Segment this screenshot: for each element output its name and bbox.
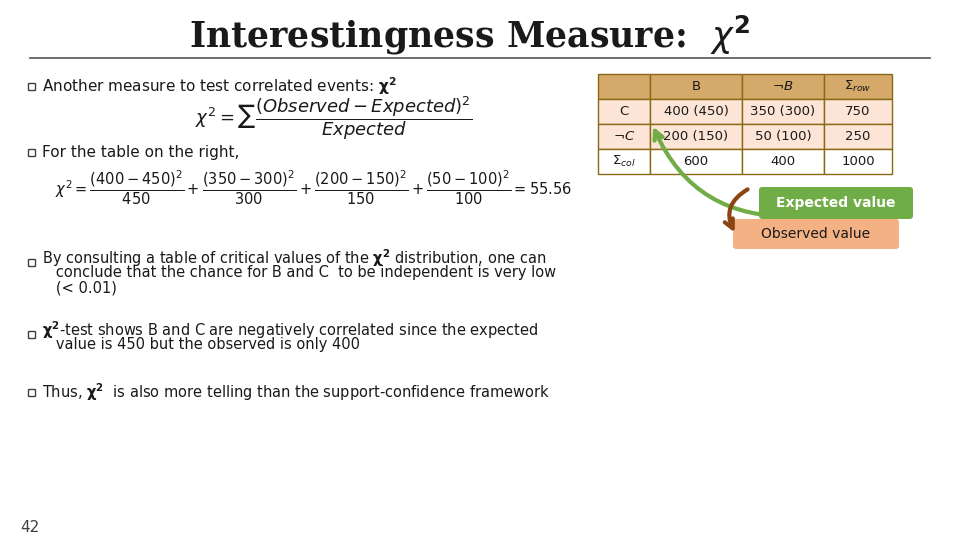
Bar — [742, 74, 824, 99]
Text: 50 (100): 50 (100) — [755, 130, 811, 143]
Bar — [650, 99, 742, 124]
Text: $\chi^2 = \dfrac{(400-450)^2}{450} + \dfrac{(350-300)^2}{300} + \dfrac{(200-150): $\chi^2 = \dfrac{(400-450)^2}{450} + \df… — [55, 169, 572, 207]
Bar — [28, 259, 35, 266]
Bar — [824, 124, 892, 149]
Bar — [598, 149, 650, 174]
Bar — [28, 330, 35, 338]
Text: Another measure to test correlated events: $\mathbf{\chi^2}$: Another measure to test correlated event… — [42, 75, 396, 97]
Text: Interestingness Measure:  $\chi^{\mathbf{2}}$: Interestingness Measure: $\chi^{\mathbf{… — [189, 14, 751, 57]
Text: B: B — [691, 80, 701, 93]
FancyBboxPatch shape — [733, 219, 899, 249]
Text: $\Sigma_{row}$: $\Sigma_{row}$ — [844, 79, 872, 94]
Text: $\neg B$: $\neg B$ — [772, 80, 794, 93]
Bar — [28, 83, 35, 90]
Text: Thus, $\mathbf{\chi^2}$  is also more telling than the support-confidence framew: Thus, $\mathbf{\chi^2}$ is also more tel… — [42, 381, 550, 403]
Text: Expected value: Expected value — [777, 196, 896, 210]
FancyBboxPatch shape — [759, 187, 913, 219]
Text: $\neg C$: $\neg C$ — [612, 130, 636, 143]
Bar — [824, 149, 892, 174]
Text: For the table on the right,: For the table on the right, — [42, 145, 239, 159]
Bar — [824, 99, 892, 124]
Text: Observed value: Observed value — [761, 227, 871, 241]
Bar — [742, 124, 824, 149]
Bar — [598, 124, 650, 149]
Bar — [598, 99, 650, 124]
Bar — [598, 74, 650, 99]
FancyArrowPatch shape — [725, 190, 748, 228]
Bar — [742, 99, 824, 124]
Text: $\Sigma_{col}$: $\Sigma_{col}$ — [612, 154, 636, 169]
Text: 400 (450): 400 (450) — [663, 105, 729, 118]
Text: By consulting a table of critical values of the $\mathbf{\chi^2}$ distribution, : By consulting a table of critical values… — [42, 247, 546, 269]
Text: C: C — [619, 105, 629, 118]
Bar — [742, 149, 824, 174]
Text: 42: 42 — [20, 521, 39, 536]
Text: (< 0.01): (< 0.01) — [42, 280, 117, 295]
Text: 1000: 1000 — [841, 155, 875, 168]
Bar — [650, 74, 742, 99]
Bar — [650, 124, 742, 149]
FancyArrowPatch shape — [655, 131, 797, 217]
Bar — [28, 148, 35, 156]
Text: conclude that the chance for B and C  to be independent is very low: conclude that the chance for B and C to … — [42, 266, 556, 280]
Text: 200 (150): 200 (150) — [663, 130, 729, 143]
Bar — [650, 149, 742, 174]
Text: value is 450 but the observed is only 400: value is 450 but the observed is only 40… — [42, 338, 360, 353]
Text: 600: 600 — [684, 155, 708, 168]
Text: 400: 400 — [771, 155, 796, 168]
Bar — [28, 388, 35, 395]
Text: 250: 250 — [846, 130, 871, 143]
Text: 350 (300): 350 (300) — [751, 105, 816, 118]
Text: 750: 750 — [846, 105, 871, 118]
Text: $\mathbf{\chi^2}$-test shows B and C are negatively correlated since the expecte: $\mathbf{\chi^2}$-test shows B and C are… — [42, 319, 539, 341]
Bar — [824, 74, 892, 99]
Text: $\chi^2 = \sum \dfrac{(Observed - Expected)^2}{Expected}$: $\chi^2 = \sum \dfrac{(Observed - Expect… — [195, 94, 472, 142]
